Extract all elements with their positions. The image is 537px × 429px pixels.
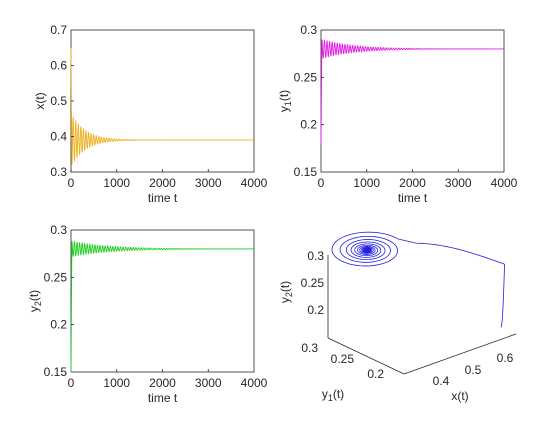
x-axis-title: time t — [148, 191, 178, 205]
xtick-label: 0 — [318, 176, 325, 190]
y-axis-title: y2(t) — [27, 290, 43, 312]
z-axis-title-base: y — [278, 297, 292, 303]
x-axis-ticks-y2: 0 1000 2000 3000 4000 — [68, 369, 268, 390]
ztick-label: 0.25 — [301, 276, 325, 290]
y1tick-label: 0.25 — [331, 352, 355, 366]
ytick-label: 0.4 — [50, 130, 67, 144]
series-y1 — [320, 39, 504, 144]
plot-frame-x — [70, 29, 255, 173]
y1-axis-title-subscript: 1 — [328, 393, 333, 403]
xtick-label: 4000 — [491, 176, 518, 190]
xtick-label: 2000 — [399, 176, 426, 190]
ytick-label: 0.2 — [50, 318, 67, 332]
series-phase-3d — [331, 231, 505, 328]
ytick-label: 0.3 — [50, 165, 67, 179]
x-axis-title: x(t) — [451, 389, 468, 403]
y1-axis-title-base: y — [322, 387, 328, 401]
x-axis-ticks-3d: 0.4 0.5 0.6 — [433, 351, 514, 388]
panel-3d: 0.2 0.25 0.3 0.3 0.25 0.2 0.4 0.5 0.6 x(… — [278, 231, 517, 403]
xtick-label: 2000 — [149, 176, 176, 190]
y1-axis-title-arg: (t) — [333, 387, 344, 401]
ytick-label: 0.3 — [300, 23, 317, 37]
z-axis-title-arg: (t) — [278, 281, 292, 292]
series-y2 — [70, 241, 255, 373]
y-axis-title: x(t) — [33, 92, 47, 109]
ytick-label: 0.15 — [294, 165, 318, 179]
xtick-label: 0 — [68, 176, 75, 190]
panel-x: 0 1000 2000 3000 4000 0.3 0.4 0.5 0.6 0.… — [33, 23, 268, 205]
y-axis-title-base: y — [277, 106, 291, 112]
ytick-label: 0.6 — [50, 59, 67, 73]
y-axis-ticks-y2: 0.15 0.2 0.25 0.3 — [44, 223, 74, 379]
xtick-label: 2000 — [149, 376, 176, 390]
y1-axis-line — [327, 337, 405, 375]
ytick-label: 0.7 — [50, 23, 67, 37]
xtick-label: 0 — [68, 376, 75, 390]
x-axis-ticks-x: 0 1000 2000 3000 4000 — [68, 169, 268, 190]
panel-y1: 0 1000 2000 3000 4000 0.15 0.2 0.25 0.3 … — [277, 23, 518, 205]
xtick-label: 4000 — [241, 176, 268, 190]
y-axis-title-arg: (t) — [27, 290, 41, 301]
xtick-label: 1000 — [353, 176, 380, 190]
y-axis-title-subscript: 1 — [283, 101, 293, 106]
y1tick-label: 0.3 — [301, 341, 318, 355]
y-axis-title-arg: (t) — [277, 90, 291, 101]
y-axis-title-subscript: 2 — [33, 301, 43, 306]
xtick-label: 1000 — [103, 176, 130, 190]
series-x — [70, 47, 254, 165]
x-axis-title: time t — [398, 191, 428, 205]
x-axis-title: time t — [148, 391, 178, 405]
xtick-label: 3000 — [195, 376, 222, 390]
ytick-label: 0.5 — [50, 94, 67, 108]
xtick-label: 1000 — [103, 376, 130, 390]
xtick-label: 0.6 — [497, 351, 514, 365]
y-axis-ticks-x: 0.3 0.4 0.5 0.6 0.7 — [50, 23, 74, 179]
z-axis-ticks: 0.2 0.25 0.3 — [301, 249, 325, 317]
y1-axis-title: y1(t) — [322, 387, 344, 403]
axes-3d — [327, 255, 517, 375]
ytick-label: 0.25 — [294, 70, 318, 84]
x-axis-ticks-y1: 0 1000 2000 3000 4000 — [318, 169, 518, 190]
xtick-label: 3000 — [195, 176, 222, 190]
z-axis-title: y2(t) — [278, 281, 294, 303]
xtick-label: 3000 — [445, 176, 472, 190]
z-axis-title-subscript: 2 — [284, 292, 294, 297]
y1tick-label: 0.2 — [367, 367, 384, 381]
ytick-label: 0.3 — [50, 223, 67, 237]
y-axis-ticks-y1: 0.15 0.2 0.25 0.3 — [294, 23, 324, 179]
y-axis-title: y1(t) — [277, 90, 293, 112]
ztick-label: 0.3 — [307, 249, 324, 263]
xtick-label: 4000 — [241, 376, 268, 390]
ztick-label: 0.2 — [307, 303, 324, 317]
y1-axis-ticks: 0.3 0.25 0.2 — [301, 341, 384, 381]
ytick-label: 0.2 — [300, 118, 317, 132]
xtick-label: 0.4 — [433, 374, 450, 388]
ytick-label: 0.15 — [44, 365, 68, 379]
xtick-label: 0.5 — [465, 363, 482, 377]
ytick-label: 0.25 — [44, 270, 68, 284]
x-axis-line — [403, 333, 517, 375]
panel-y2: 0 1000 2000 3000 4000 0.15 0.2 0.25 0.3 … — [27, 223, 268, 405]
y-axis-title-base: y — [27, 306, 41, 312]
